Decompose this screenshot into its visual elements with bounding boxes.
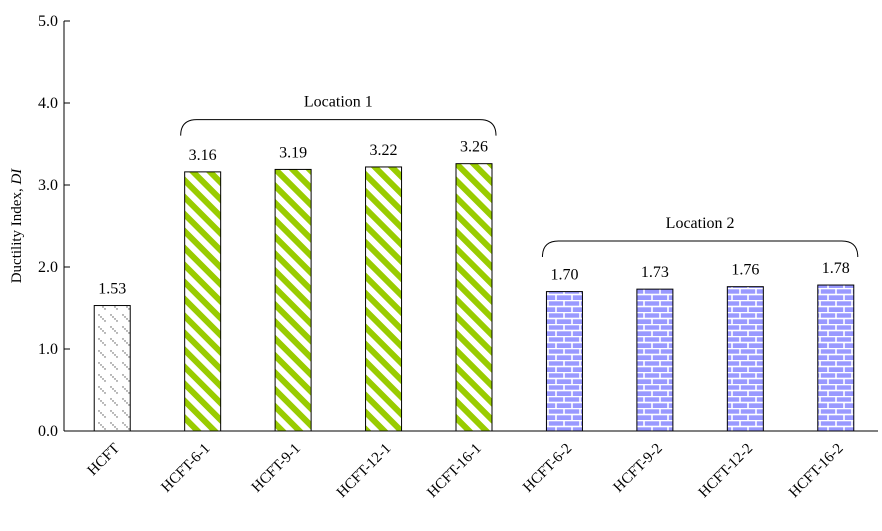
y-axis-label-italic: DI <box>9 168 25 186</box>
y-tick-label: 3.0 <box>38 177 58 194</box>
value-labels: 1.53 3.16 3.19 3.22 3.26 1.70 1.73 1.76 1.78 <box>98 139 850 298</box>
data-label: 1.78 <box>822 260 850 277</box>
group-label: Location 1 <box>304 94 373 111</box>
bar-hcft-6-2 <box>545 291 583 432</box>
bars <box>93 163 855 432</box>
y-axis-label: Ductility Index, DI <box>9 168 25 284</box>
bar-hcft-12-2 <box>726 286 764 432</box>
bar-hcft <box>93 305 131 432</box>
x-tick-label: HCFT-6-2 <box>520 441 575 496</box>
category-labels: HCFT HCFT-6-1 HCFT-9-1 HCFT-12-1 HCFT-16-1 HC… <box>85 441 847 501</box>
x-tick-label: HCFT-9-2 <box>611 441 666 496</box>
bar-hcft-12-1 <box>365 166 403 432</box>
y-tick-label: 0.0 <box>38 423 58 440</box>
y-tick-label: 5.0 <box>38 13 58 30</box>
data-label: 1.76 <box>731 262 759 279</box>
group-label: Location 2 <box>666 215 735 232</box>
group-bracket <box>541 240 859 258</box>
data-label: 1.53 <box>98 281 126 298</box>
y-ticks: 0.0 1.0 2.0 3.0 4.0 5.0 <box>38 13 70 440</box>
y-tick-label: 1.0 <box>38 341 58 358</box>
x-tick-label: HCFT <box>85 441 123 479</box>
x-tick-label: HCFT-16-2 <box>786 441 846 501</box>
data-label: 1.70 <box>550 267 578 284</box>
data-label: 3.26 <box>460 139 488 156</box>
group-brackets: Location 1 Location 2 <box>180 94 859 258</box>
y-tick-label: 4.0 <box>38 95 58 112</box>
bar-hcft-9-2 <box>636 288 674 432</box>
bar-hcft-16-2 <box>817 284 855 432</box>
x-tick-label: HCFT-12-2 <box>696 441 756 501</box>
x-tick-label: HCFT-6-1 <box>158 441 213 496</box>
x-tick-label: HCFT-16-1 <box>424 441 484 501</box>
bar-hcft-16-1 <box>455 163 493 432</box>
data-label: 3.19 <box>279 144 307 161</box>
x-tick-label: HCFT-9-1 <box>249 441 304 496</box>
data-label: 3.22 <box>370 142 398 159</box>
data-label: 3.16 <box>189 147 217 164</box>
bar-hcft-9-1 <box>274 168 312 432</box>
bar-hcft-6-1 <box>184 171 222 432</box>
group-bracket <box>180 119 497 136</box>
y-tick-label: 2.0 <box>38 259 58 276</box>
y-axis-label-text: Ductility Index, <box>9 185 25 284</box>
data-label: 1.73 <box>641 264 669 281</box>
x-tick-label: HCFT-12-1 <box>334 441 394 501</box>
